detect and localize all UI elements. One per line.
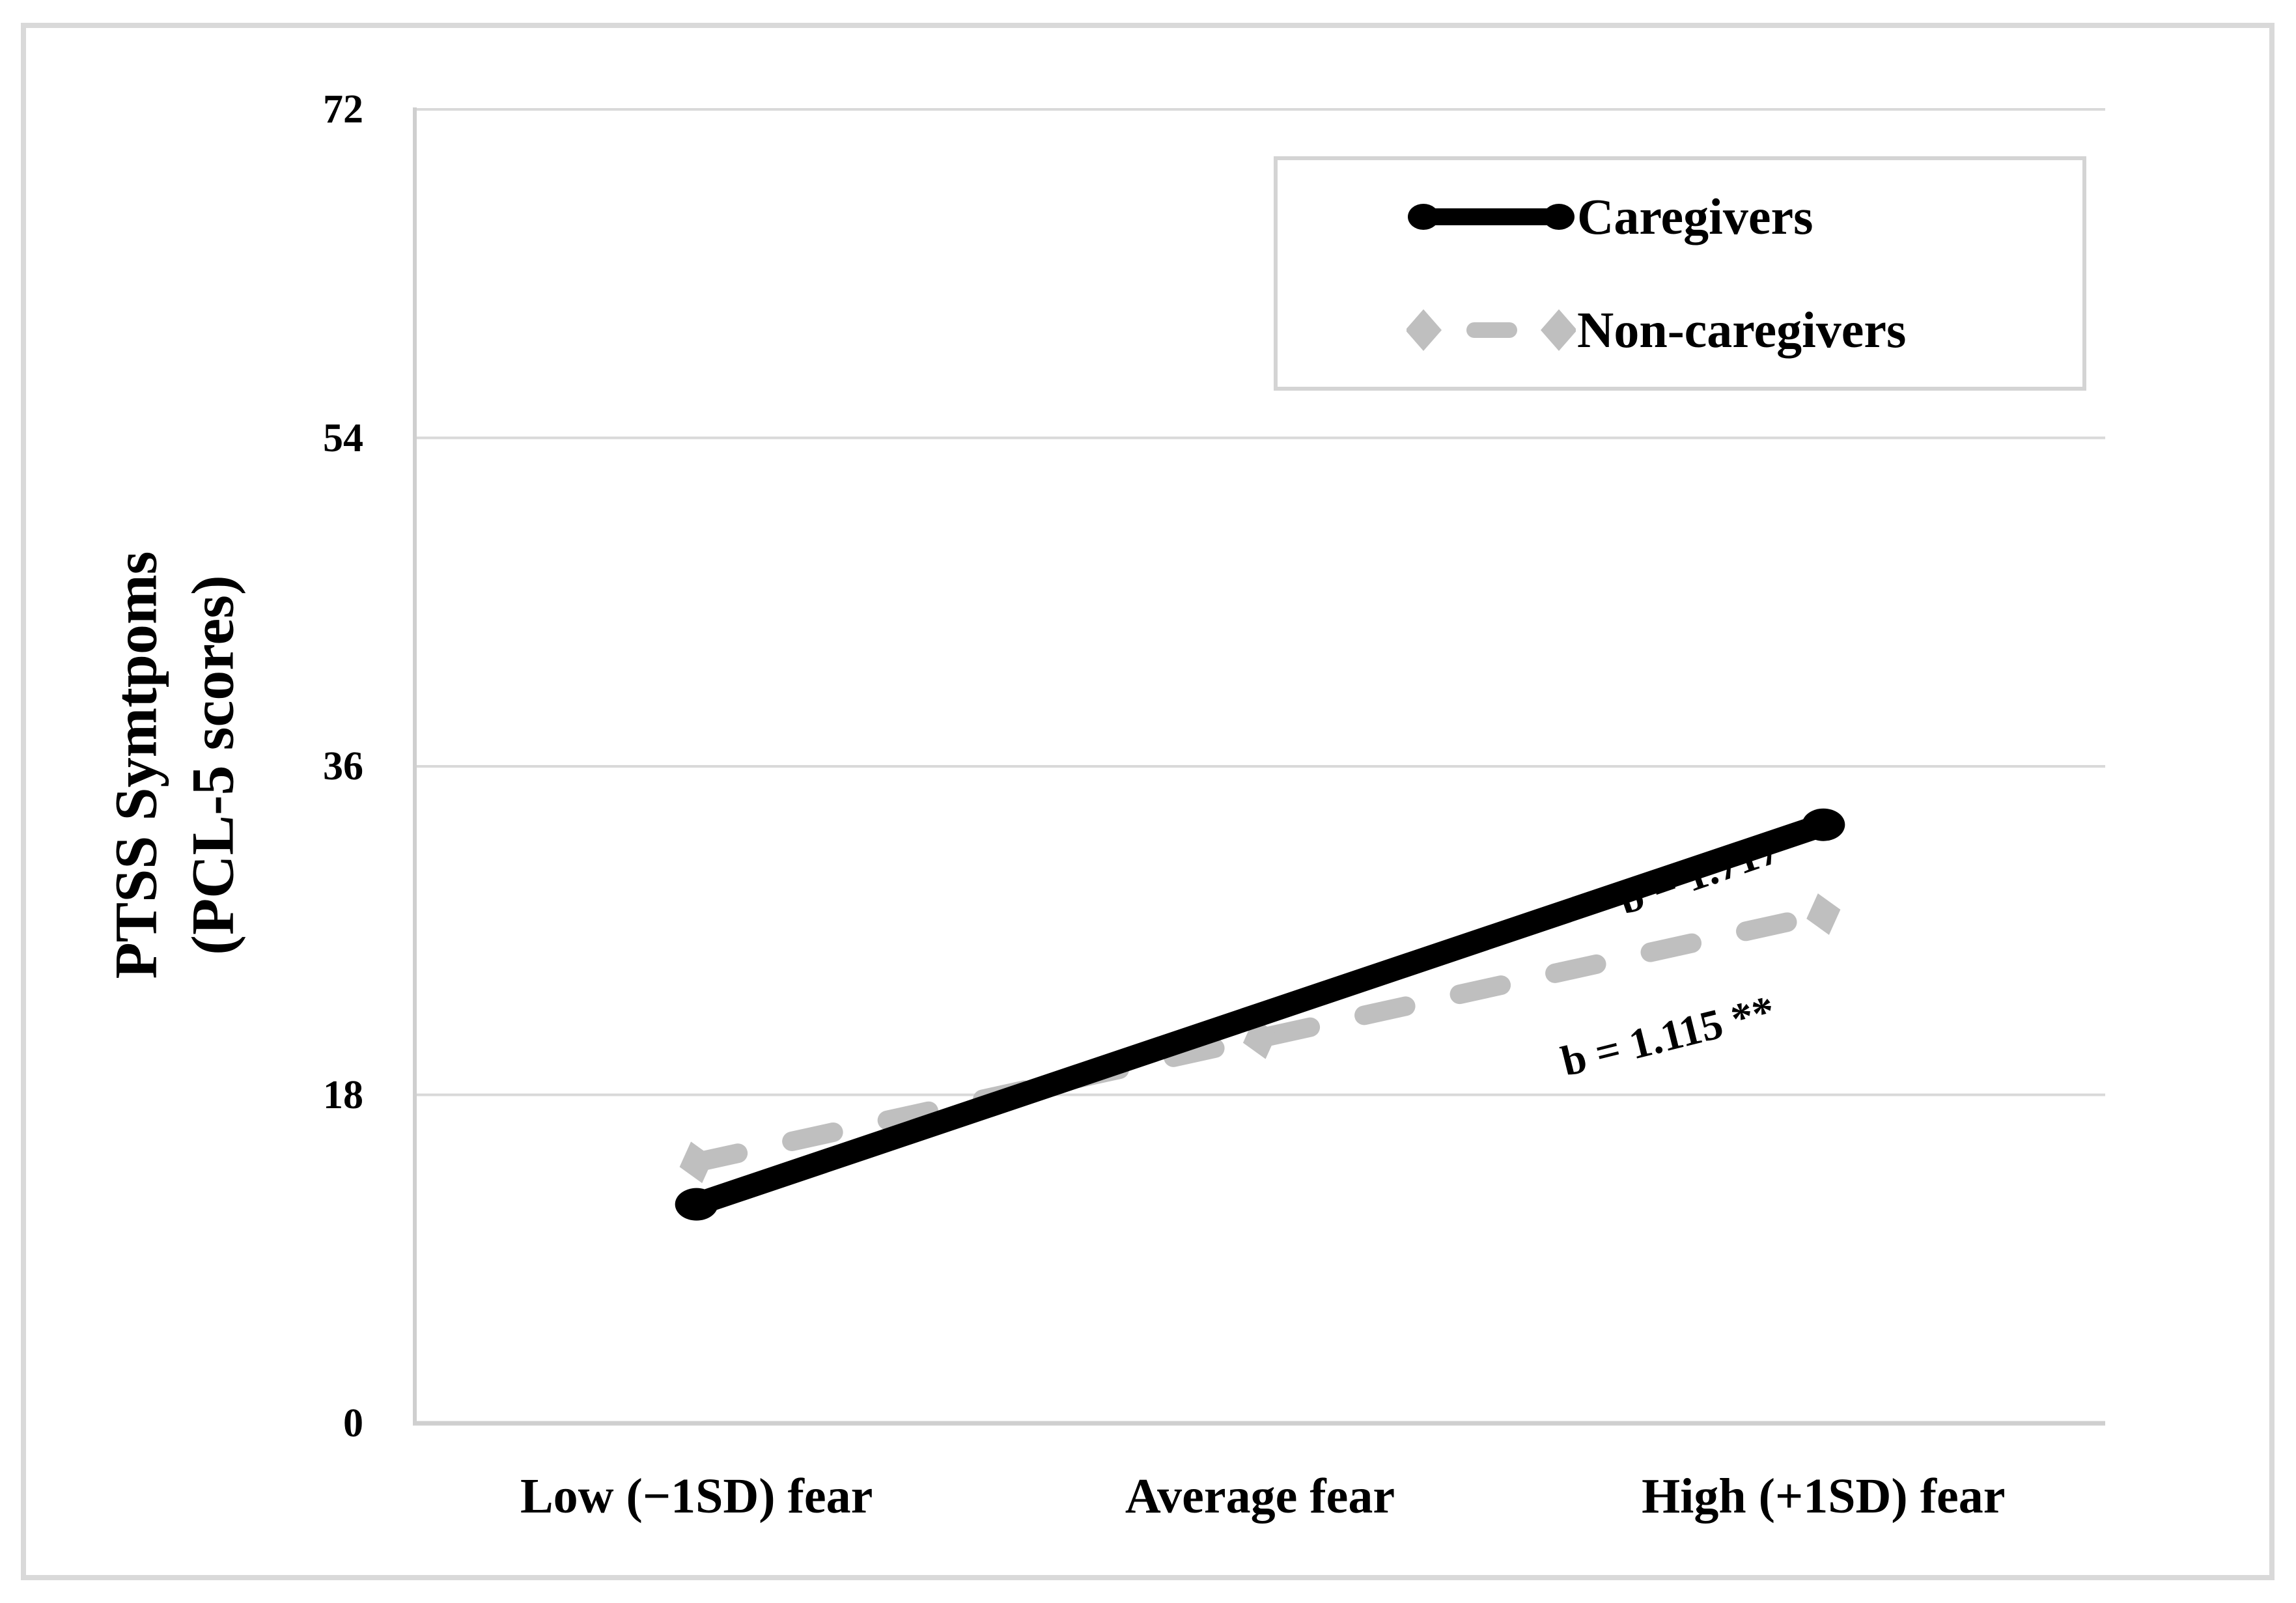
caregivers-marker-1 [1802, 808, 1845, 841]
x-category-label-2: High (+1SD) fear [1642, 1469, 2006, 1524]
legend-item-noncaregivers: Non-caregivers [1407, 294, 2082, 366]
y-tick-label-36: 36 [323, 744, 363, 788]
y-tick-label-0: 0 [343, 1401, 363, 1445]
figure-border [21, 23, 2275, 1580]
caregivers-line [684, 813, 1836, 1216]
y-tick-label-18: 18 [323, 1072, 363, 1117]
noncaregivers-line-sample-icon [1407, 309, 1576, 351]
caregivers-line-sample-icon [1408, 204, 1575, 230]
legend-item-caregivers: Caregivers [1407, 181, 2082, 253]
y-tick-label-54: 54 [323, 415, 363, 460]
legend-label-caregivers: Caregivers [1577, 188, 1813, 245]
x-category-label-0: Low (−1SD) fear [520, 1469, 873, 1524]
legend: Caregivers Non-caregivers [1274, 156, 2086, 391]
y-tick-label-72: 72 [323, 87, 363, 132]
noncaregivers-marker-0 [679, 1141, 714, 1184]
x-category-label-1: Average fear [1125, 1469, 1395, 1524]
noncaregivers-marker-2 [1806, 893, 1841, 935]
legend-label-noncaregivers: Non-caregivers [1577, 301, 1907, 358]
caregivers-marker-0 [675, 1188, 718, 1221]
